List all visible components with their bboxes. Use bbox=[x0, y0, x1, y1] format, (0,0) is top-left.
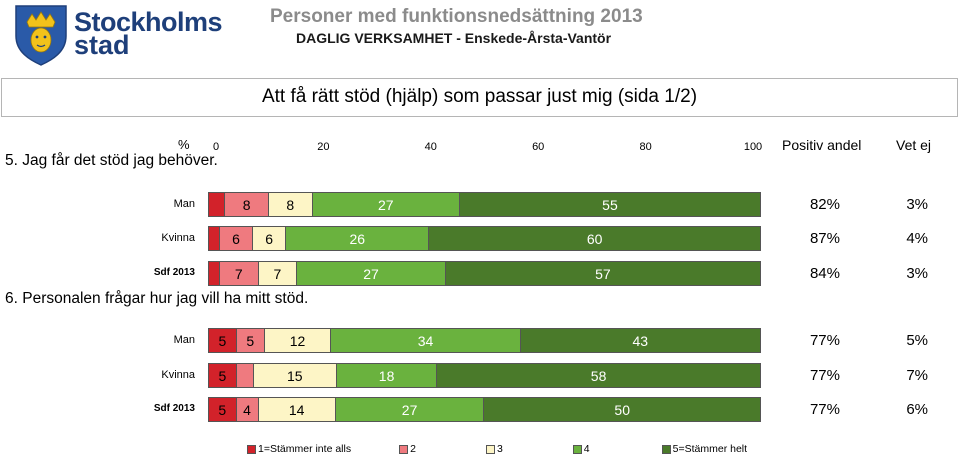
question-text: 5. Jag får det stöd jag behöver. bbox=[5, 152, 218, 169]
section-title: Att få rätt stöd (hjälp) som passar just… bbox=[261, 86, 698, 107]
legend-item: 3 bbox=[485, 443, 503, 454]
bar-segment: 5 bbox=[209, 329, 237, 352]
unknown-share-value: 3% bbox=[906, 265, 928, 282]
bar-segment: 26 bbox=[286, 227, 430, 250]
brand-name-line1: Stockholms bbox=[74, 7, 223, 37]
positive-share-value: 77% bbox=[809, 367, 840, 384]
bar-segment: 5 bbox=[209, 364, 237, 387]
legend-swatch bbox=[661, 444, 671, 454]
bar-segment: 6 bbox=[253, 227, 287, 250]
x-tick-label: 20 bbox=[317, 141, 330, 153]
bar-segment: 5 bbox=[236, 329, 265, 352]
unknown-share-value: 3% bbox=[906, 196, 928, 213]
stacked-bar: 8 8 27 55 bbox=[208, 192, 761, 217]
crest-icon bbox=[15, 5, 67, 66]
unknown-share-value: 7% bbox=[906, 367, 928, 384]
chart-legend: 1=Stämmer inte alls 2 3 4 5=Stämmer helt bbox=[247, 443, 747, 454]
legend-label: 4 bbox=[583, 443, 590, 454]
positive-share-value: 84% bbox=[809, 265, 840, 282]
x-tick-label: 100 bbox=[743, 141, 763, 153]
bar-segment: 4 bbox=[236, 398, 259, 421]
row-label: Kvinna bbox=[161, 369, 195, 381]
bar-segment: 14 bbox=[258, 398, 336, 421]
brand-name-line2: stad bbox=[74, 30, 130, 60]
report-subtitle: DAGLIG VERKSAMHET - Enskede-Årsta-Vantör bbox=[296, 30, 612, 46]
stacked-bar: 7 7 27 57 bbox=[208, 261, 761, 286]
bar-segment: 15 bbox=[253, 364, 337, 387]
bar-segment: 27 bbox=[297, 262, 446, 285]
bar-segment: 7 bbox=[220, 262, 259, 285]
stockholm-logo: Stockholms stad bbox=[12, 2, 223, 68]
question-text: 6. Personalen frågar hur jag vill ha mit… bbox=[5, 290, 309, 307]
legend-label: 3 bbox=[496, 443, 503, 454]
legend-swatch bbox=[572, 444, 582, 454]
bar-segment: 27 bbox=[335, 398, 485, 421]
positive-share-value: 87% bbox=[809, 230, 840, 247]
legend-swatch bbox=[399, 444, 409, 454]
bar-segment: 43 bbox=[520, 329, 760, 352]
bar-segment: 7 bbox=[258, 262, 298, 285]
bar-segment: 50 bbox=[484, 398, 760, 421]
row-label: Sdf 2013 bbox=[153, 267, 195, 278]
bar-segment: 34 bbox=[331, 329, 521, 352]
stacked-bar: 5 5 12 34 43 bbox=[208, 328, 761, 353]
bar-segment: 60 bbox=[429, 227, 760, 250]
positive-share-value: 77% bbox=[809, 332, 840, 349]
x-tick-label: 0 bbox=[212, 141, 220, 153]
positive-share-value: 77% bbox=[809, 401, 840, 418]
bar-segment: 58 bbox=[437, 364, 760, 387]
bar-segment: 12 bbox=[264, 329, 332, 352]
unknown-header: Vet ej bbox=[896, 137, 932, 153]
bar-segment bbox=[236, 364, 254, 387]
bar-segment: 27 bbox=[312, 193, 460, 216]
x-tick-label: 80 bbox=[639, 141, 652, 153]
positive-share-value: 82% bbox=[809, 196, 840, 213]
unknown-share-value: 5% bbox=[906, 332, 928, 349]
bar-segment: 57 bbox=[445, 262, 760, 285]
row-label: Man bbox=[173, 198, 195, 210]
row-label: Man bbox=[173, 334, 195, 346]
legend-item: 5=Stämmer helt bbox=[661, 443, 748, 454]
x-tick-label: 40 bbox=[424, 141, 437, 153]
unknown-share-value: 6% bbox=[906, 401, 928, 418]
bar-segment: 5 bbox=[209, 398, 237, 421]
bar-segment: 18 bbox=[337, 364, 438, 387]
legend-item: 1=Stämmer inte alls bbox=[247, 443, 351, 454]
x-tick-label: 60 bbox=[532, 141, 545, 153]
report-title: Personer med funktionsnedsättning 2013 bbox=[270, 6, 643, 27]
legend-label: 5=Stämmer helt bbox=[672, 443, 748, 454]
bar-segment: 6 bbox=[220, 227, 254, 250]
legend-swatch bbox=[247, 444, 256, 454]
bar-segment bbox=[209, 262, 221, 285]
unknown-share-value: 4% bbox=[906, 230, 928, 247]
bar-segment bbox=[209, 193, 226, 216]
axis-unit-label: % bbox=[178, 137, 190, 152]
legend-item: 2 bbox=[399, 443, 416, 454]
stacked-bar: 5 15 18 58 bbox=[208, 363, 761, 388]
bar-segment bbox=[209, 227, 221, 250]
section-header: Att få rätt stöd (hjälp) som passar just… bbox=[1, 78, 958, 117]
stacked-bar: 5 4 14 27 50 bbox=[208, 397, 761, 422]
bar-segment: 8 bbox=[225, 193, 269, 216]
legend-label: 2 bbox=[410, 443, 416, 454]
row-label: Kvinna bbox=[161, 232, 195, 244]
bar-segment: 55 bbox=[459, 193, 760, 216]
bar-segment: 8 bbox=[269, 193, 313, 216]
row-label: Sdf 2013 bbox=[153, 403, 195, 414]
legend-swatch bbox=[485, 444, 495, 454]
legend-label: 1=Stämmer inte alls bbox=[258, 443, 352, 454]
stacked-bar: 6 6 26 60 bbox=[208, 226, 761, 251]
legend-item: 4 bbox=[572, 443, 590, 454]
positive-share-header: Positiv andel bbox=[782, 137, 862, 153]
